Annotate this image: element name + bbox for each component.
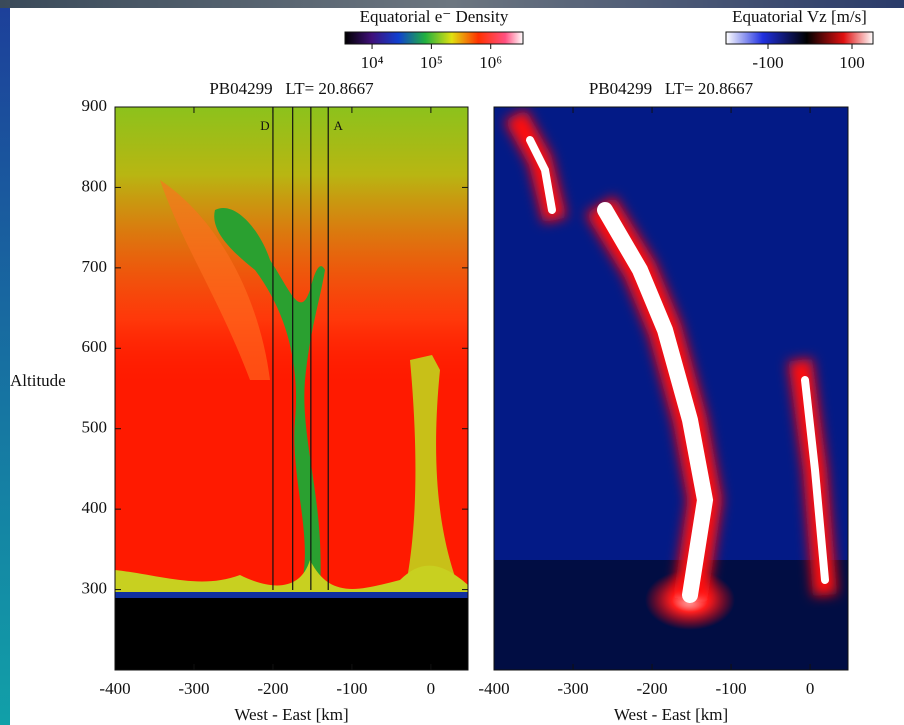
x-tick-label: -100 xyxy=(336,679,367,698)
x-tick-label: -300 xyxy=(557,679,588,698)
x-tick-label: -200 xyxy=(636,679,667,698)
y-axis-label: Altitude xyxy=(10,371,66,390)
x-tick-label: 0 xyxy=(806,679,815,698)
top-strip xyxy=(0,0,904,8)
x-axis-label: West - East [km] xyxy=(614,705,728,724)
colorbar xyxy=(725,31,874,45)
colorbar xyxy=(344,31,524,45)
y-tick-label: 500 xyxy=(82,418,108,437)
frame xyxy=(493,106,849,671)
velocity-map xyxy=(494,107,848,670)
density-map xyxy=(115,107,468,670)
x-tick-label: -400 xyxy=(99,679,130,698)
y-tick-label: 600 xyxy=(82,337,108,356)
x-tick-label: 0 xyxy=(427,679,436,698)
x-tick-label: -100 xyxy=(715,679,746,698)
cut-label: D xyxy=(260,118,269,133)
panel-title: PB04299 LT= 20.8667 xyxy=(589,79,754,98)
x-tick-label: -300 xyxy=(178,679,209,698)
colorbar-title: Equatorial Vz [m/s] xyxy=(732,7,867,26)
y-tick-label: 400 xyxy=(82,498,108,517)
frame xyxy=(114,106,469,671)
y-tick-label: 700 xyxy=(82,257,108,276)
cut-label: A xyxy=(334,118,344,133)
colorbar-tick-label: 10⁶ xyxy=(479,53,502,72)
panel-title: PB04299 LT= 20.8667 xyxy=(209,79,374,98)
colorbar-title: Equatorial e⁻ Density xyxy=(360,7,509,26)
x-axis-label: West - East [km] xyxy=(234,705,348,724)
side-strip xyxy=(0,0,10,725)
colorbar-tick-label: -100 xyxy=(752,53,783,72)
colorbar-tick-label: 100 xyxy=(839,53,865,72)
x-tick-label: -200 xyxy=(257,679,288,698)
y-tick-label: 800 xyxy=(82,176,108,195)
y-tick-label: 300 xyxy=(82,578,108,597)
colorbar-tick-label: 10⁵ xyxy=(420,53,443,72)
colorbar-tick-label: 10⁴ xyxy=(361,53,384,72)
x-tick-label: -400 xyxy=(478,679,509,698)
y-tick-label: 900 xyxy=(82,96,108,115)
